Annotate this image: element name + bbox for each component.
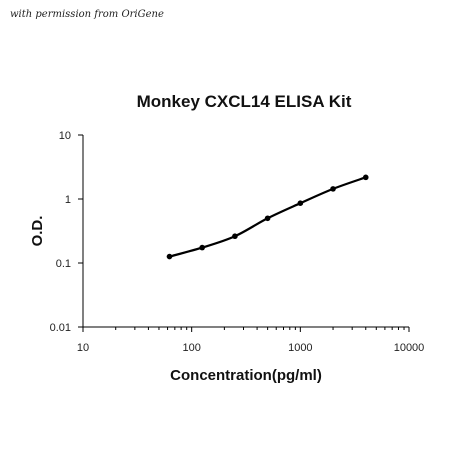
- y-tick-label: 0.1: [56, 258, 71, 270]
- y-axis-label: O.D.: [29, 216, 46, 247]
- data-point: [232, 233, 238, 240]
- x-tick-label: 1000: [288, 342, 312, 354]
- data-point: [166, 253, 173, 260]
- x-tick-label: 10: [77, 342, 89, 354]
- x-axis-label: Concentration(pg/ml): [170, 367, 322, 384]
- y-tick-label: 0.01: [50, 322, 71, 334]
- y-tick-label: 1: [65, 194, 71, 206]
- chart-title: Monkey CXCL14 ELISA Kit: [137, 92, 352, 111]
- axes: [82, 135, 409, 328]
- data-point: [264, 215, 271, 222]
- ticks: 0.01 0.1 1 10 10 100 1000 10000: [50, 130, 425, 354]
- y-tick-label: 10: [59, 130, 71, 142]
- data-point: [199, 244, 205, 251]
- plot-area: [166, 174, 369, 260]
- x-tick-label: 10000: [394, 342, 425, 354]
- x-tick-label: 100: [182, 342, 200, 354]
- data-point: [297, 200, 304, 206]
- data-point: [362, 174, 369, 181]
- data-point: [330, 186, 336, 192]
- watermark-text: with permission from OriGene: [10, 9, 164, 20]
